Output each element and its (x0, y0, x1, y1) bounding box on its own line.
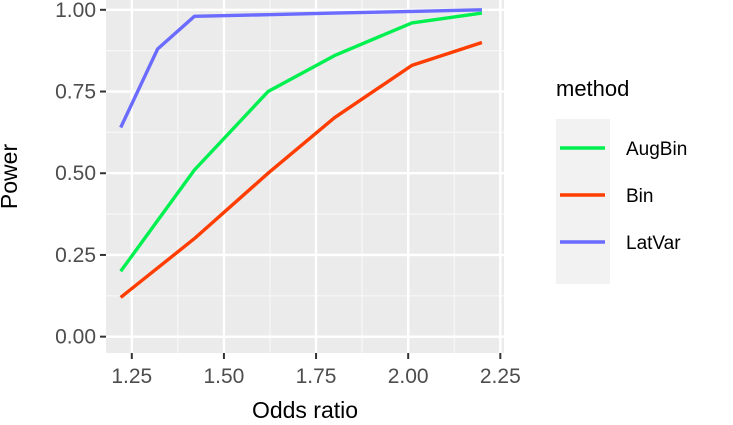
y-tick-label: 0.25 (55, 244, 96, 267)
y-tick-label: 0.75 (55, 81, 96, 104)
minor-gridlines (106, 0, 504, 353)
legend-items: AugBin Bin LatVar (560, 139, 687, 254)
y-axis-title: Power (0, 144, 22, 210)
x-tick-label: 2.00 (388, 365, 429, 388)
legend-label-latvar: LatVar (626, 233, 681, 254)
legend-keys-background (556, 119, 610, 284)
series-line-bin (119, 40, 483, 299)
legend-label-bin: Bin (626, 186, 653, 207)
y-tick-label: 0.00 (55, 326, 96, 349)
legend-label-augbin: AugBin (626, 139, 687, 160)
legend-title: method (556, 76, 629, 101)
x-tick-label: 2.25 (480, 365, 521, 388)
series-line-latvar (119, 8, 482, 129)
y-tick-label: 1.00 (55, 0, 96, 22)
legend: method AugBin Bin LatVar (556, 76, 687, 284)
x-tick-label: 1.75 (296, 365, 337, 388)
x-axis-title: Odds ratio (252, 397, 358, 423)
x-tick-label: 1.50 (203, 365, 244, 388)
y-tick-label: 0.50 (55, 162, 96, 185)
major-gridlines (106, 0, 504, 353)
series-line-augbin (119, 11, 483, 273)
series-lines (119, 8, 483, 299)
y-axis: 0.00 0.25 0.50 0.75 1.00 (55, 0, 106, 349)
x-tick-label: 1.25 (111, 365, 152, 388)
x-axis: 1.25 1.50 1.75 2.00 2.25 (111, 353, 521, 388)
plot-panel (106, 0, 504, 353)
